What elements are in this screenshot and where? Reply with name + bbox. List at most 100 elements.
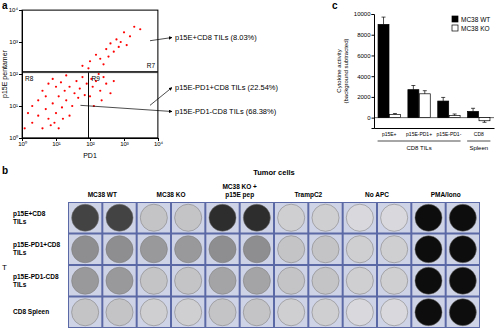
well: [415, 204, 442, 231]
well: [72, 267, 99, 294]
bar: [419, 94, 430, 118]
well: [312, 204, 339, 231]
y-axis-tick-mark: [19, 74, 22, 75]
annotation: p15E-PD1+CD8 TILs (22.54%): [175, 83, 279, 92]
well-cell: [275, 298, 307, 328]
x-axis-tick-label: CD8: [474, 131, 484, 137]
y-axis: 10⁰10¹10²10³10⁴: [9, 7, 23, 141]
y-axis-tick-mark: [372, 97, 375, 98]
panel-label: a: [2, 0, 8, 11]
well-cell: [344, 203, 376, 233]
y-axis-tick-label: 10³: [9, 39, 18, 45]
well-cell: [206, 298, 238, 328]
gate: [22, 73, 88, 138]
point: [55, 86, 57, 88]
point: [52, 78, 54, 80]
error-cap: [393, 113, 397, 114]
point: [41, 127, 43, 129]
y-axis-tick-mark: [372, 76, 375, 77]
column-header: p15E pep: [225, 191, 254, 199]
y-axis-title: p15E pentamer: [1, 49, 9, 98]
point: [50, 124, 52, 126]
x-axis-tick: p15E+: [382, 128, 397, 137]
well-cell: [378, 235, 410, 265]
point: [58, 95, 60, 97]
point: [107, 55, 109, 57]
point: [81, 65, 83, 67]
y-axis-tick-mark: [372, 35, 375, 36]
y-axis-tick-label: 6000: [357, 53, 371, 59]
point: [105, 83, 107, 85]
x-axis-tick-label: 10³: [120, 141, 129, 147]
well-cell: [69, 266, 101, 296]
row-label: CD8 Spleen: [13, 308, 49, 316]
well: [72, 236, 99, 263]
point: [68, 115, 70, 117]
x-axis-line: [375, 128, 495, 129]
annotation: p15E-PD1-CD8 TILs (68.38%): [175, 107, 277, 116]
well: [449, 299, 476, 326]
header: Tumor cells: [253, 168, 295, 177]
point: [115, 38, 117, 40]
well: [209, 236, 236, 263]
row-label: p15E-PD1-CD8: [13, 273, 59, 281]
well-cell: [103, 266, 135, 296]
column-header: MC38 WT: [88, 191, 117, 198]
column-header: PMA/Iono: [431, 191, 461, 198]
well: [415, 267, 442, 294]
error-cap: [411, 85, 415, 86]
annotation: p15E+CD8 TILs (8.03%): [175, 33, 257, 42]
x-axis-tick: p15E-PD1-: [437, 128, 462, 137]
well: [346, 236, 373, 263]
x-axis-tick-label: 10⁴: [154, 141, 164, 147]
y-axis-tick: 10¹: [9, 103, 22, 109]
error-cap: [382, 17, 386, 18]
point: [37, 115, 39, 117]
bar: [378, 24, 389, 117]
well: [346, 267, 373, 294]
legend: MC38 WTMC38 KO: [452, 16, 490, 32]
well: [243, 267, 270, 294]
y-axis-tick-mark: [372, 14, 375, 15]
well-cell: [241, 266, 273, 296]
y-axis-tick-mark: [19, 10, 22, 11]
well-cell: [69, 235, 101, 265]
x-axis-tick-label: p15E+: [382, 131, 397, 137]
annotation-arrow: [150, 38, 172, 41]
well-cell: [206, 266, 238, 296]
x-axis-tick-label: 10²: [86, 141, 95, 147]
y-axis-line: [19, 11, 23, 139]
point: [133, 26, 135, 28]
well: [312, 236, 339, 263]
x-axis-tick-label: 10⁰: [18, 140, 27, 147]
well-cell: [378, 203, 410, 233]
well-cell: [378, 266, 410, 296]
y-axis-tick: 10²: [9, 71, 22, 77]
x-axis-tick: 10³: [120, 138, 129, 147]
column-header: MC38 KO: [157, 191, 186, 198]
plot-area: [22, 10, 158, 138]
column-header: MC38 KO +: [222, 183, 257, 190]
plot-area: [374, 17, 494, 122]
well-cell: [241, 298, 273, 328]
error-bar: [424, 91, 425, 94]
x-axis: 10⁰10¹10²10³10⁴: [18, 138, 163, 147]
annotation-arrow: [150, 88, 172, 106]
point: [47, 83, 49, 85]
well: [278, 299, 305, 326]
y-axis-tick: 4000: [357, 74, 374, 80]
y-axis-title: (background subtracted): [343, 38, 349, 103]
point: [31, 105, 33, 107]
well-cell: [447, 203, 479, 233]
point: [105, 48, 107, 50]
well: [209, 299, 236, 326]
y-axis-tick: 2000: [357, 94, 374, 100]
legend-entry: MC38 WT: [461, 16, 490, 23]
point: [113, 51, 115, 53]
well: [381, 204, 408, 231]
point: [53, 122, 55, 124]
well-cell: [206, 235, 238, 265]
x-axis-tick: 10⁰: [18, 138, 27, 147]
y-axis-tick: 8000: [357, 32, 374, 38]
well: [243, 299, 270, 326]
